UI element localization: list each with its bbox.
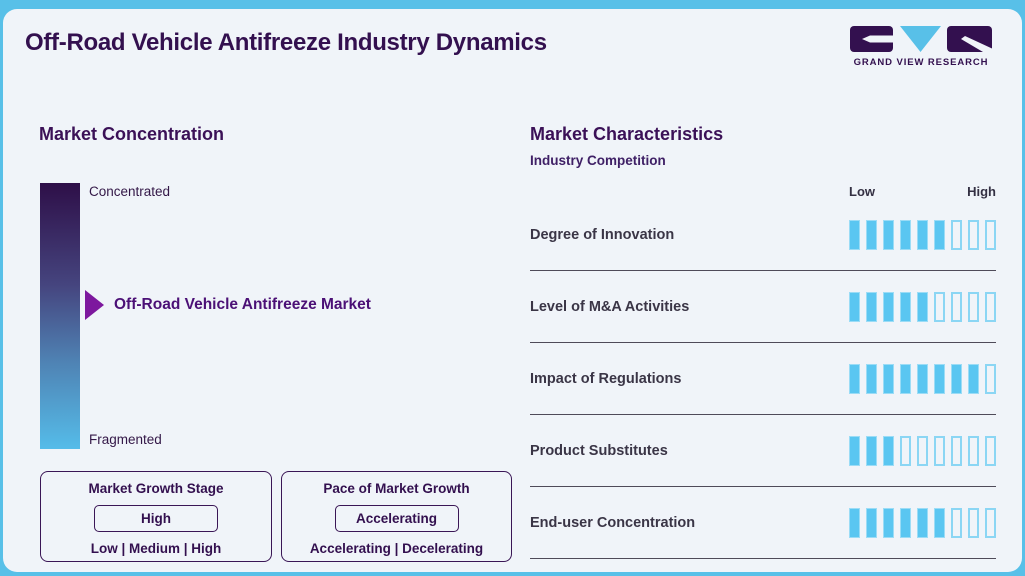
rating-ticks — [849, 507, 996, 538]
rating-tick-filled — [883, 507, 894, 538]
rating-tick-filled — [866, 291, 877, 322]
rating-tick-filled — [849, 291, 860, 322]
market-marker-label: Off-Road Vehicle Antifreeze Market — [114, 296, 371, 313]
characteristic-row: Product Substitutes — [530, 415, 996, 487]
market-concentration-title: Market Concentration — [39, 124, 225, 144]
characteristics-rows: Degree of Innovation Level of M&A Activit… — [530, 199, 996, 559]
scale-label-concentrated: Concentrated — [89, 184, 171, 199]
characteristic-row: Level of M&A Activities — [530, 271, 996, 343]
rating-tick-filled — [900, 363, 911, 394]
rating-tick-empty — [900, 435, 911, 466]
rating-tick-filled — [900, 219, 911, 250]
market-marker-arrow-icon — [85, 290, 104, 320]
infographic-card: Off-Road Vehicle Antifreeze Industry Dyn… — [3, 9, 1022, 572]
market-growth-stage-box: Market Growth Stage High Low | Medium | … — [40, 471, 272, 562]
rating-tick-filled — [951, 363, 962, 394]
rating-tick-filled — [900, 507, 911, 538]
rating-tick-empty — [968, 219, 979, 250]
rating-tick-filled — [968, 363, 979, 394]
rating-ticks — [849, 363, 996, 394]
concentration-gradient-bar — [40, 183, 80, 449]
rating-tick-filled — [866, 507, 877, 538]
axis-label-low: Low — [849, 184, 875, 199]
rating-ticks — [849, 219, 996, 250]
rating-tick-empty — [985, 363, 996, 394]
rating-tick-filled — [934, 219, 945, 250]
rating-tick-filled — [917, 363, 928, 394]
brand-logo: GRAND VIEW RESEARCH — [850, 26, 992, 68]
rating-tick-empty — [968, 435, 979, 466]
characteristic-label: Product Substitutes — [530, 442, 668, 459]
logo-r-icon — [947, 26, 992, 52]
rating-tick-empty — [968, 507, 979, 538]
rating-tick-filled — [883, 291, 894, 322]
market-characteristics-title: Market Characteristics — [530, 124, 724, 144]
growth-stage-title: Market Growth Stage — [88, 481, 224, 496]
rating-tick-filled — [917, 507, 928, 538]
rating-tick-empty — [985, 291, 996, 322]
logo-v-icon — [899, 26, 941, 52]
characteristic-label: Impact of Regulations — [530, 370, 682, 387]
rating-tick-empty — [951, 291, 962, 322]
brand-logo-glyphs — [850, 26, 992, 52]
rating-tick-empty — [968, 291, 979, 322]
characteristic-row: Degree of Innovation — [530, 199, 996, 271]
rating-tick-filled — [849, 219, 860, 250]
growth-stage-value: High — [94, 505, 218, 532]
growth-pace-value: Accelerating — [334, 505, 459, 532]
rating-tick-filled — [934, 507, 945, 538]
rating-tick-filled — [849, 435, 860, 466]
logo-g-icon — [850, 26, 893, 52]
brand-logo-text: GRAND VIEW RESEARCH — [853, 57, 989, 68]
growth-pace-title: Pace of Market Growth — [323, 481, 470, 496]
rating-tick-filled — [883, 219, 894, 250]
rating-tick-filled — [849, 507, 860, 538]
growth-pace-options: Accelerating | Decelerating — [309, 541, 484, 556]
industry-competition-subtitle: Industry Competition — [530, 153, 666, 168]
growth-stage-options: Low | Medium | High — [90, 541, 222, 556]
rating-tick-empty — [985, 435, 996, 466]
rating-tick-filled — [934, 363, 945, 394]
rating-tick-empty — [934, 435, 945, 466]
rating-tick-filled — [900, 291, 911, 322]
scale-label-fragmented: Fragmented — [89, 432, 162, 447]
rating-tick-filled — [917, 219, 928, 250]
rating-tick-filled — [883, 363, 894, 394]
characteristic-row: End-user Concentration — [530, 487, 996, 559]
characteristic-row: Impact of Regulations — [530, 343, 996, 415]
rating-tick-empty — [951, 219, 962, 250]
characteristic-label: End-user Concentration — [530, 514, 696, 531]
rating-tick-filled — [866, 435, 877, 466]
axis-label-high: High — [967, 184, 996, 199]
rating-tick-filled — [866, 363, 877, 394]
rating-ticks — [849, 291, 996, 322]
rating-tick-empty — [951, 435, 962, 466]
rating-tick-empty — [917, 435, 928, 466]
rating-tick-empty — [951, 507, 962, 538]
rating-tick-empty — [985, 219, 996, 250]
market-growth-pace-box: Pace of Market Growth Accelerating Accel… — [281, 471, 512, 562]
page-title: Off-Road Vehicle Antifreeze Industry Dyn… — [25, 29, 547, 56]
rating-tick-filled — [917, 291, 928, 322]
characteristic-label: Degree of Innovation — [530, 226, 675, 243]
rating-tick-filled — [883, 435, 894, 466]
rating-tick-filled — [866, 219, 877, 250]
rating-tick-empty — [985, 507, 996, 538]
characteristic-label: Level of M&A Activities — [530, 298, 690, 315]
rating-tick-filled — [849, 363, 860, 394]
rating-tick-empty — [934, 291, 945, 322]
rating-ticks — [849, 435, 996, 466]
